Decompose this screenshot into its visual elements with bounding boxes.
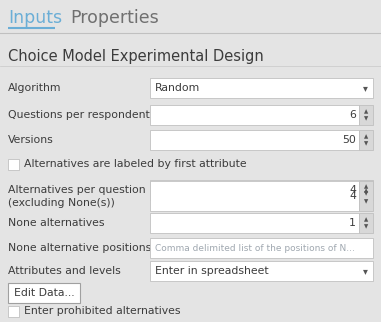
Text: Choice Model Experimental Design: Choice Model Experimental Design [8, 49, 264, 63]
Text: ▲: ▲ [364, 188, 368, 193]
Text: ▲: ▲ [364, 109, 368, 114]
Text: None alternatives: None alternatives [8, 218, 104, 228]
Text: Comma delimited list of the positions of N...: Comma delimited list of the positions of… [155, 243, 355, 252]
Text: 6: 6 [349, 110, 356, 120]
Text: ▲: ▲ [364, 134, 368, 139]
Text: 50: 50 [342, 135, 356, 145]
Bar [150, 181, 359, 211]
Bar [150, 78, 373, 98]
Text: Attributes and levels: Attributes and levels [8, 266, 121, 276]
Bar [359, 130, 373, 150]
Bar [8, 158, 19, 169]
Bar [150, 130, 359, 150]
Bar [150, 180, 359, 200]
Bar [359, 180, 373, 200]
Bar [359, 213, 373, 233]
Text: ▼: ▼ [364, 199, 368, 204]
Text: Alternatives are labeled by first attribute: Alternatives are labeled by first attrib… [24, 159, 247, 169]
Text: Properties: Properties [70, 9, 159, 27]
Text: 1: 1 [349, 218, 356, 228]
Bar [150, 105, 359, 125]
Bar [8, 283, 80, 303]
Text: ▼: ▼ [364, 224, 368, 229]
Text: ▼: ▼ [364, 191, 368, 196]
Text: Inputs: Inputs [8, 9, 62, 27]
Text: Random: Random [155, 83, 200, 93]
Text: ▲: ▲ [364, 184, 368, 189]
Text: Questions per respondent: Questions per respondent [8, 110, 150, 120]
Bar [150, 261, 373, 281]
Text: Versions: Versions [8, 135, 54, 145]
Bar [150, 213, 359, 233]
Text: Alternatives per question: Alternatives per question [8, 185, 146, 195]
Text: ▼: ▼ [364, 116, 368, 121]
Bar [150, 238, 373, 258]
Text: ▼: ▼ [364, 141, 368, 146]
Text: None alternative positions: None alternative positions [8, 243, 151, 253]
Text: 4: 4 [349, 185, 356, 195]
Text: (excluding None(s)): (excluding None(s)) [8, 198, 115, 208]
Bar [359, 181, 373, 211]
Bar [359, 105, 373, 125]
Text: ▾: ▾ [363, 83, 367, 93]
Text: Enter prohibited alternatives: Enter prohibited alternatives [24, 306, 181, 316]
Text: ▾: ▾ [363, 266, 367, 276]
Text: Algorithm: Algorithm [8, 83, 61, 93]
Text: Enter in spreadsheet: Enter in spreadsheet [155, 266, 269, 276]
Text: ▲: ▲ [364, 217, 368, 222]
Text: 4: 4 [349, 191, 356, 201]
Bar [8, 306, 19, 317]
Text: Edit Data...: Edit Data... [14, 288, 74, 298]
